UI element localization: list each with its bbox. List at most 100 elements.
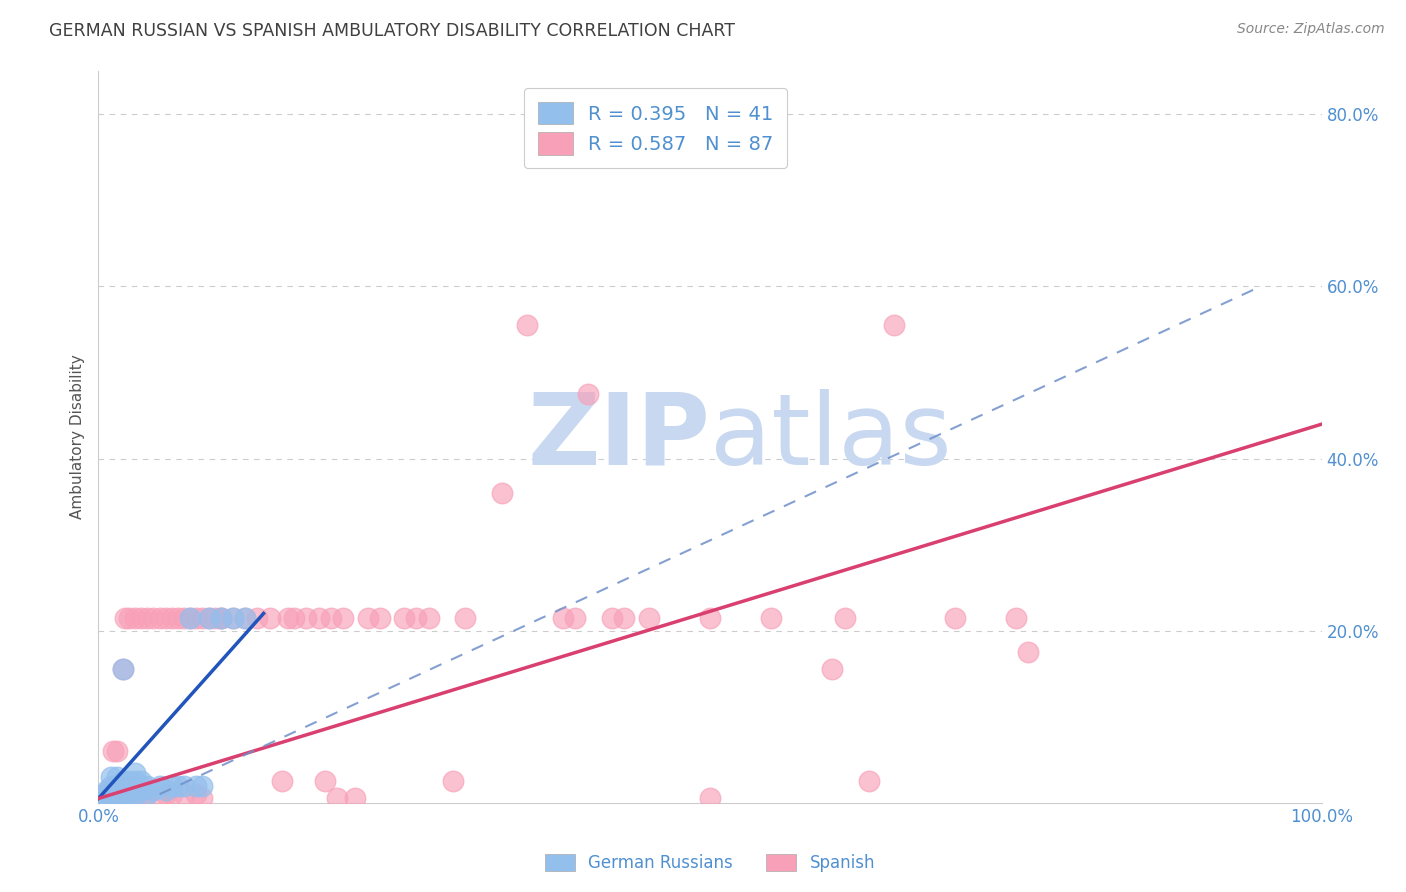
- Point: [100, 791, 122, 805]
- Point: [100, 787, 122, 801]
- Point: [96, 783, 118, 797]
- Point: [308, 611, 330, 625]
- Point: [155, 787, 177, 801]
- Point: [111, 787, 134, 801]
- Point: [277, 611, 299, 625]
- Point: [246, 611, 269, 625]
- Point: [100, 787, 122, 801]
- Point: [356, 611, 378, 625]
- Point: [129, 783, 152, 797]
- Point: [613, 611, 636, 625]
- Point: [491, 486, 513, 500]
- Point: [124, 783, 146, 797]
- Point: [943, 611, 966, 625]
- Point: [124, 774, 146, 789]
- Point: [100, 770, 122, 784]
- Text: Source: ZipAtlas.com: Source: ZipAtlas.com: [1237, 22, 1385, 37]
- Point: [699, 611, 721, 625]
- Point: [191, 611, 214, 625]
- Point: [186, 611, 208, 625]
- Point: [858, 774, 880, 789]
- Point: [129, 779, 152, 793]
- Point: [326, 791, 349, 805]
- Point: [319, 611, 342, 625]
- Point: [96, 791, 118, 805]
- Point: [295, 611, 318, 625]
- Point: [167, 611, 190, 625]
- Point: [155, 611, 177, 625]
- Point: [160, 779, 183, 793]
- Point: [233, 611, 256, 625]
- Point: [209, 611, 232, 625]
- Point: [197, 611, 219, 625]
- Point: [392, 611, 416, 625]
- Y-axis label: Ambulatory Disability: Ambulatory Disability: [70, 355, 86, 519]
- Point: [105, 791, 128, 805]
- Point: [136, 779, 159, 793]
- Point: [222, 611, 245, 625]
- Point: [105, 787, 128, 801]
- Point: [124, 611, 146, 625]
- Point: [129, 611, 152, 625]
- Point: [93, 787, 115, 801]
- Point: [118, 611, 141, 625]
- Point: [1004, 611, 1026, 625]
- Point: [638, 611, 661, 625]
- Point: [111, 783, 134, 797]
- Point: [191, 791, 214, 805]
- Point: [222, 611, 245, 625]
- Point: [576, 387, 599, 401]
- Point: [100, 783, 122, 797]
- Point: [191, 779, 214, 793]
- Point: [118, 774, 141, 789]
- Point: [105, 787, 128, 801]
- Point: [105, 779, 128, 793]
- Point: [209, 611, 232, 625]
- Point: [118, 791, 141, 805]
- Point: [136, 787, 159, 801]
- Point: [173, 611, 195, 625]
- Point: [186, 787, 208, 801]
- Point: [149, 779, 172, 793]
- Point: [515, 318, 537, 333]
- Point: [118, 779, 141, 793]
- Point: [105, 779, 128, 793]
- Point: [883, 318, 905, 333]
- Point: [100, 791, 122, 805]
- Point: [149, 791, 172, 805]
- Point: [149, 611, 172, 625]
- Text: GERMAN RUSSIAN VS SPANISH AMBULATORY DISABILITY CORRELATION CHART: GERMAN RUSSIAN VS SPANISH AMBULATORY DIS…: [49, 22, 735, 40]
- Point: [155, 783, 177, 797]
- Point: [821, 662, 844, 676]
- Point: [101, 744, 124, 758]
- Point: [259, 611, 281, 625]
- Point: [167, 779, 190, 793]
- Point: [101, 783, 124, 797]
- Point: [160, 787, 183, 801]
- Point: [179, 611, 201, 625]
- Point: [454, 611, 477, 625]
- Point: [314, 774, 336, 789]
- Point: [129, 787, 152, 801]
- Point: [233, 611, 256, 625]
- Point: [136, 787, 159, 801]
- Point: [270, 774, 294, 789]
- Point: [441, 774, 464, 789]
- Point: [142, 783, 165, 797]
- Point: [418, 611, 440, 625]
- Point: [564, 611, 586, 625]
- Point: [114, 611, 136, 625]
- Point: [186, 779, 208, 793]
- Point: [179, 611, 201, 625]
- Point: [124, 783, 146, 797]
- Legend: German Russians, Spanish: German Russians, Spanish: [538, 847, 882, 879]
- Point: [101, 791, 124, 805]
- Point: [93, 791, 115, 805]
- Point: [105, 770, 128, 784]
- Text: atlas: atlas: [710, 389, 952, 485]
- Point: [124, 787, 146, 801]
- Point: [93, 791, 115, 805]
- Point: [332, 611, 354, 625]
- Point: [111, 662, 134, 676]
- Point: [405, 611, 427, 625]
